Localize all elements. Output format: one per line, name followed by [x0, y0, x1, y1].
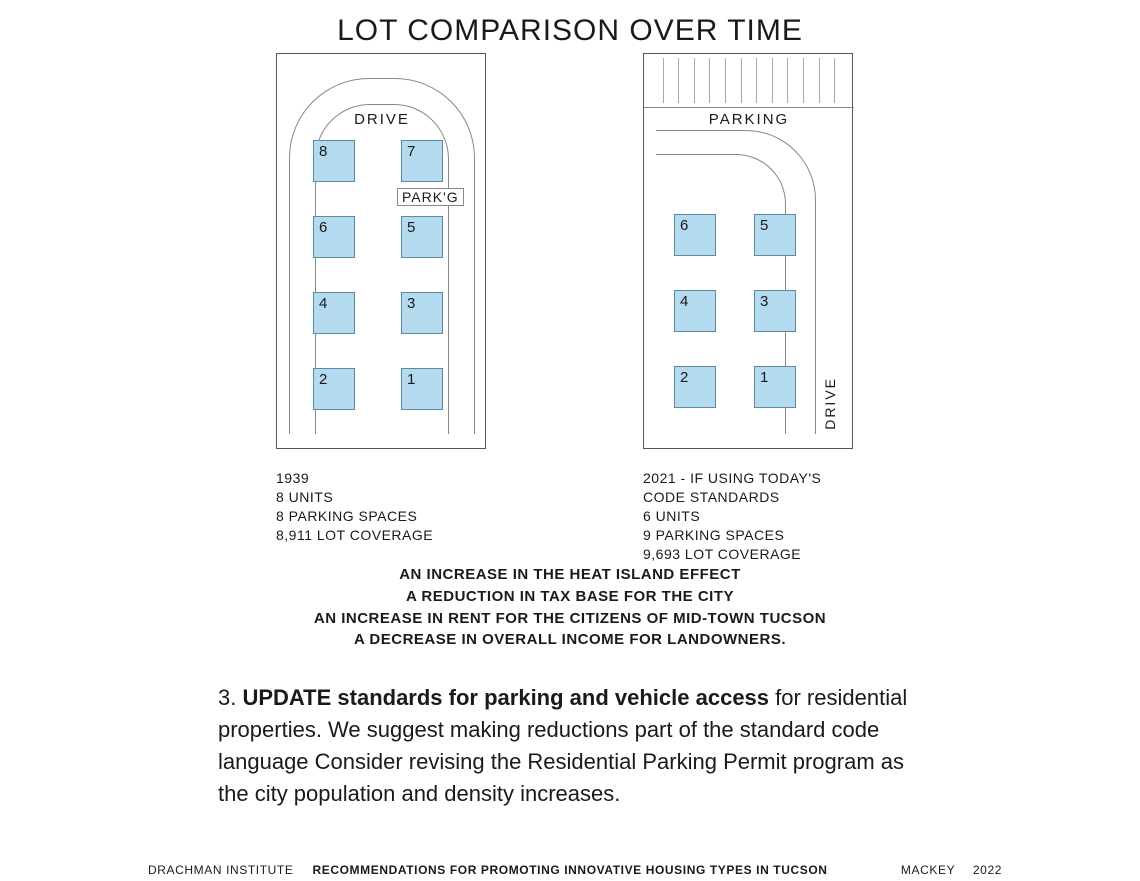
lot-1939: DRIVE PARK'G 8 7 6 5 4 3 2 1 1939 8 UNITS 8 PAR…	[276, 53, 486, 545]
unit-5: 5	[401, 216, 443, 258]
footer-year: 2022	[973, 863, 1002, 877]
unit-2: 2	[313, 368, 355, 410]
parking-head	[644, 54, 854, 108]
impact-line: AN INCREASE IN RENT FOR THE CITIZENS OF …	[0, 608, 1140, 630]
drive-label: DRIVE	[822, 377, 838, 430]
caption-coverage: 9,693 LOT COVERAGE	[643, 545, 853, 564]
caption-coverage: 8,911 LOT COVERAGE	[276, 526, 486, 545]
caption-parking: 9 PARKING SPACES	[643, 526, 853, 545]
parking-stall-line	[663, 58, 679, 103]
parking-stall-line	[787, 58, 803, 103]
parking-stall-line	[803, 58, 819, 103]
parking-stall-line	[756, 58, 772, 103]
lot-1939-caption: 1939 8 UNITS 8 PARKING SPACES 8,911 LOT …	[276, 469, 486, 545]
parking-stall-line	[678, 58, 694, 103]
impacts-block: AN INCREASE IN THE HEAT ISLAND EFFECT A …	[0, 564, 1140, 651]
parkg-label: PARK'G	[397, 188, 464, 206]
unit-1: 1	[754, 366, 796, 408]
lot-2021-caption: 2021 - IF USING TODAY'S CODE STANDARDS 6…	[643, 469, 853, 563]
impact-line: A DECREASE IN OVERALL INCOME FOR LANDOWN…	[0, 629, 1140, 651]
lot-comparison: DRIVE PARK'G 87654321 1939 8 UNITS 8 PAR…	[0, 53, 1140, 553]
rec-bold: UPDATE standards for parking and vehicle…	[242, 685, 769, 710]
parking-stall-line	[819, 58, 835, 103]
impact-line: AN INCREASE IN THE HEAT ISLAND EFFECT	[0, 564, 1140, 586]
parking-label: PARKING	[644, 111, 854, 128]
unit-3: 3	[754, 290, 796, 332]
parking-stall-line	[725, 58, 741, 103]
footer-author: MACKEY	[901, 863, 955, 877]
caption-units: 6 UNITS	[643, 507, 853, 526]
unit-6: 6	[674, 214, 716, 256]
caption-units: 8 UNITS	[276, 488, 486, 507]
parking-stall-line	[741, 58, 757, 103]
caption-year: 1939	[276, 469, 486, 488]
unit-6: 6	[313, 216, 355, 258]
footer-author-year: MACKEY 2022	[901, 863, 1002, 877]
lot-2021-plan: PARKING DRIVE 654321	[643, 53, 853, 449]
lot-2021: PARKING DRIVE 654321 2021 - IF USING TOD…	[643, 53, 853, 563]
caption-year: 2021 - IF USING TODAY'S CODE STANDARDS	[643, 469, 853, 507]
rec-number: 3.	[218, 685, 242, 710]
parking-stall-line	[648, 58, 663, 103]
unit-5: 5	[754, 214, 796, 256]
unit-1: 1	[401, 368, 443, 410]
unit-2: 2	[674, 366, 716, 408]
parking-stall-line	[709, 58, 725, 103]
parking-stall-lines	[648, 58, 850, 103]
unit-8: 8	[313, 140, 355, 182]
recommendation-3: 3. UPDATE standards for parking and vehi…	[218, 682, 922, 810]
lot-1939-plan: DRIVE PARK'G 8 7 6 5 4 3 2 1	[276, 53, 486, 449]
drive-label: DRIVE	[277, 111, 487, 128]
parking-stall-line	[772, 58, 788, 103]
unit-3: 3	[401, 292, 443, 334]
unit-7: 7	[401, 140, 443, 182]
parking-stall-line	[834, 58, 850, 103]
unit-4: 4	[313, 292, 355, 334]
unit-4: 4	[674, 290, 716, 332]
caption-parking: 8 PARKING SPACES	[276, 507, 486, 526]
parking-stall-line	[694, 58, 710, 103]
page-title: LOT COMPARISON OVER TIME	[0, 14, 1140, 48]
impact-line: A REDUCTION IN TAX BASE FOR THE CITY	[0, 586, 1140, 608]
